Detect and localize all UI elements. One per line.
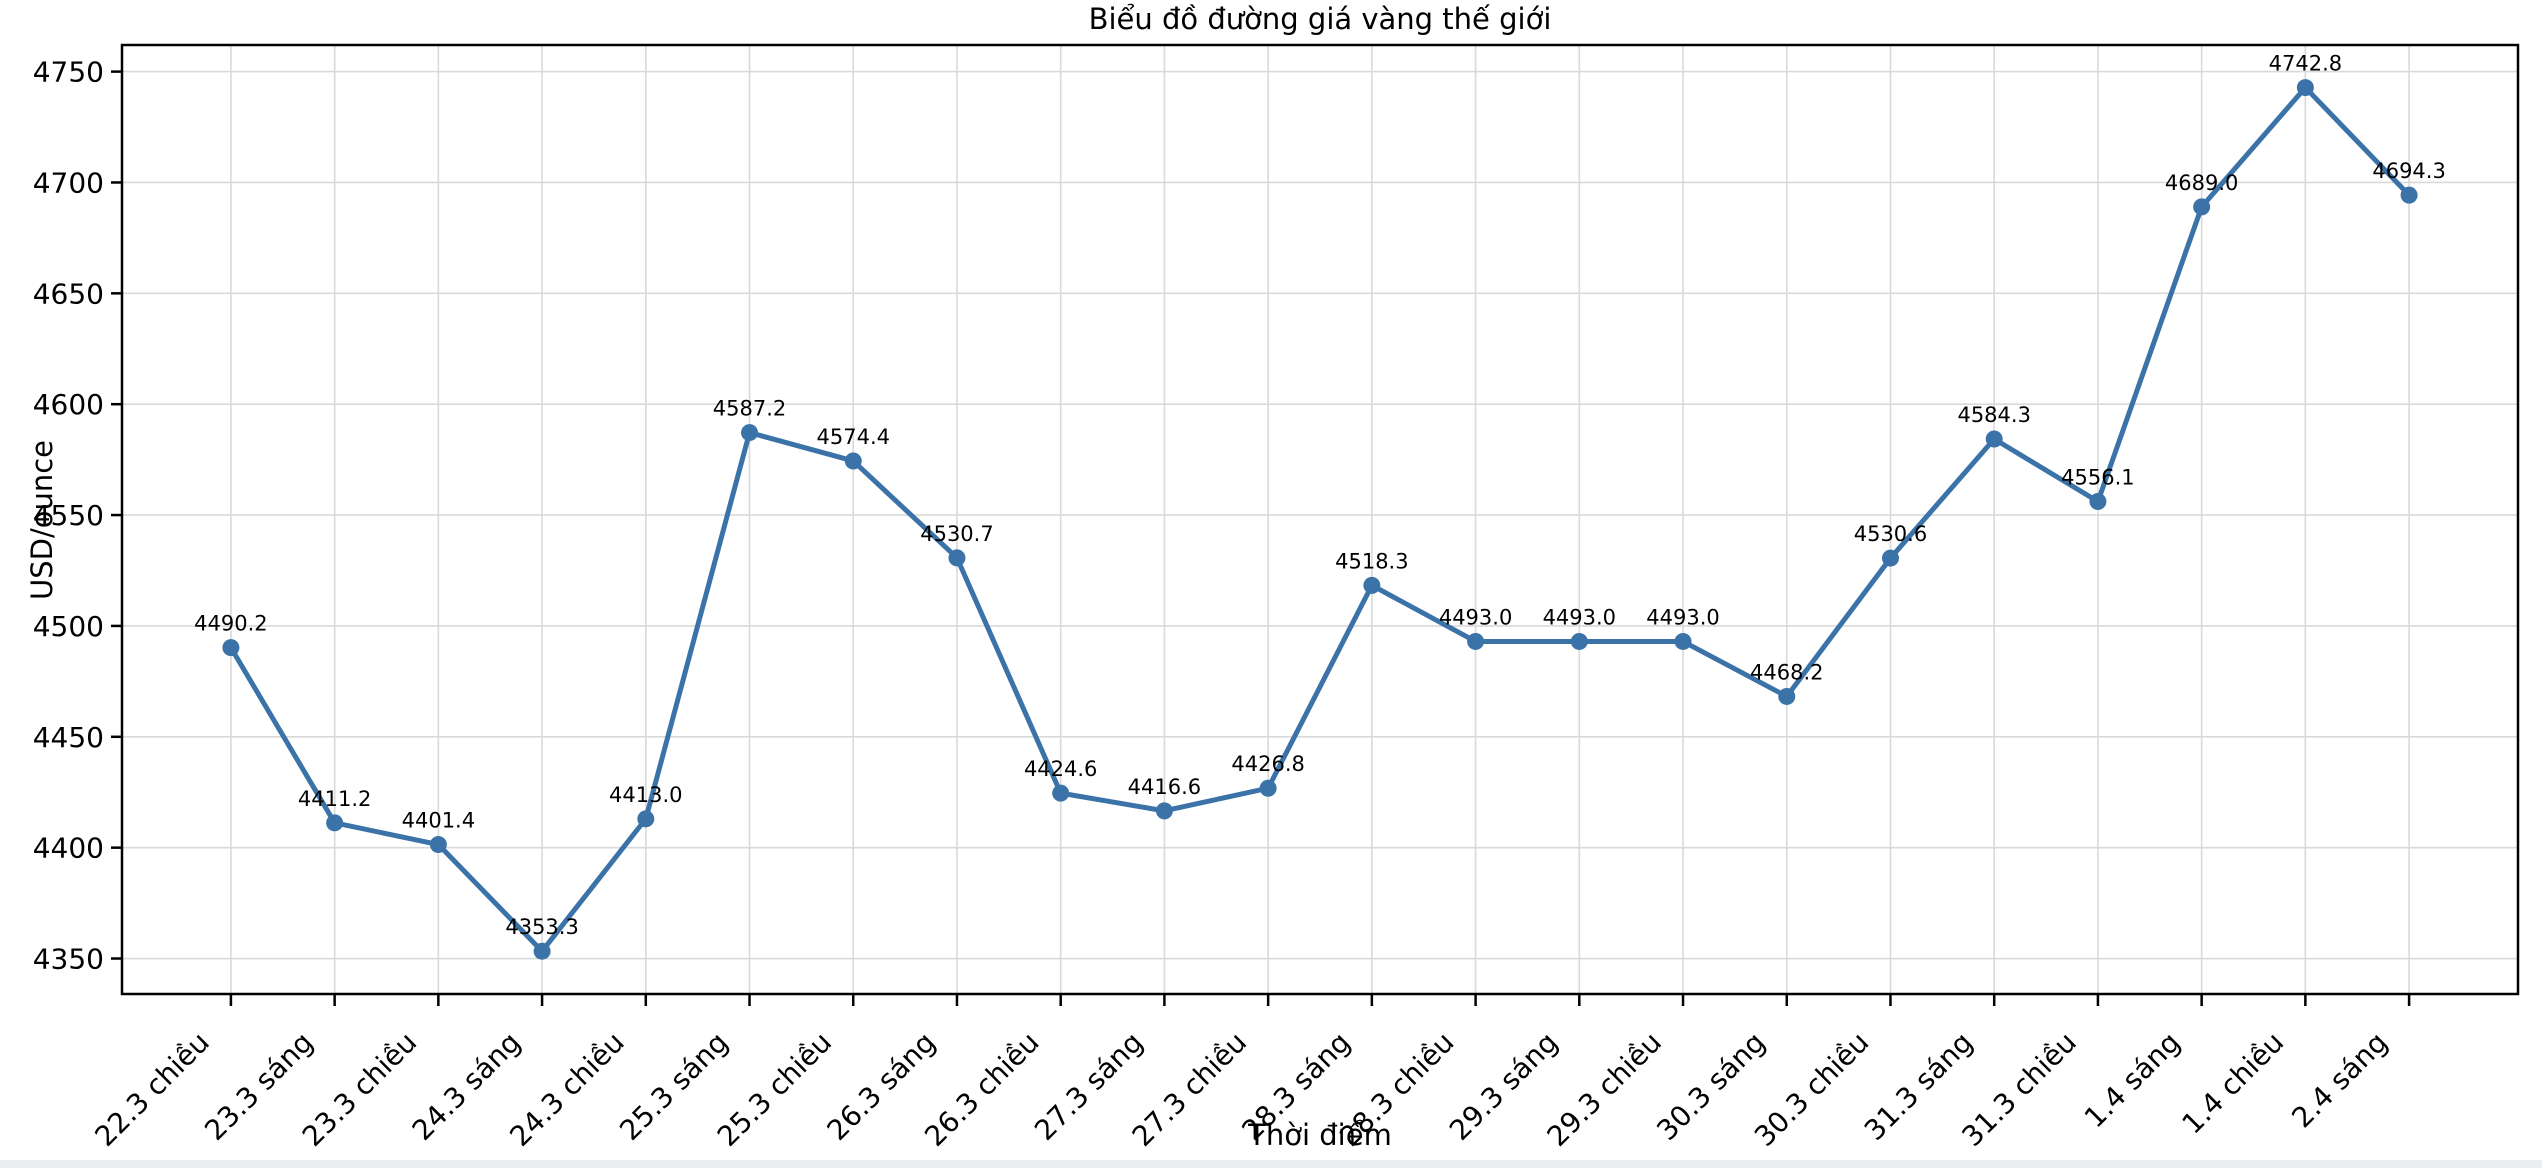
- data-point-2: [429, 836, 447, 854]
- y-tick-label-4600: 4600: [33, 388, 104, 421]
- data-point-19: [2193, 198, 2211, 216]
- data-point-label-9: 4416.6: [1128, 775, 1201, 799]
- chart-title: Biểu đồ đường giá vàng thế giới: [1088, 2, 1552, 36]
- data-point-label-21: 4694.3: [2372, 159, 2445, 183]
- data-point-20: [2296, 79, 2314, 97]
- data-point-label-8: 4424.6: [1024, 757, 1097, 781]
- y-tick-label-4450: 4450: [33, 721, 104, 754]
- y-tick-label-4650: 4650: [33, 277, 104, 310]
- y-tick-label-4350: 4350: [33, 943, 104, 976]
- data-point-0: [222, 639, 240, 657]
- data-point-label-14: 4493.0: [1646, 605, 1719, 629]
- data-point-15: [1778, 687, 1796, 705]
- data-point-21: [2400, 186, 2418, 204]
- data-point-label-20: 4742.8: [2269, 52, 2342, 76]
- data-point-label-18: 4556.1: [2061, 466, 2134, 490]
- data-point-label-13: 4493.0: [1543, 605, 1616, 629]
- data-point-label-15: 4468.2: [1750, 660, 1823, 684]
- price-line: [228, 85, 2412, 954]
- data-point-6: [844, 452, 862, 470]
- data-point-label-2: 4401.4: [402, 809, 475, 833]
- data-point-label-12: 4493.0: [1439, 605, 1512, 629]
- window-edge-strip: [0, 1160, 2542, 1168]
- data-point-label-1: 4411.2: [298, 787, 371, 811]
- data-point-7: [948, 549, 966, 567]
- y-tick-label-4500: 4500: [33, 610, 104, 643]
- data-point-3: [533, 942, 551, 960]
- data-point-label-19: 4689.0: [2165, 171, 2238, 195]
- data-point-9: [1155, 802, 1173, 820]
- plot-border: [120, 43, 2520, 996]
- data-point-label-6: 4574.4: [817, 425, 890, 449]
- data-point-label-0: 4490.2: [194, 612, 267, 636]
- data-point-label-7: 4530.7: [920, 522, 993, 546]
- data-point-label-4: 4413.0: [609, 783, 682, 807]
- data-point-18: [2089, 493, 2107, 511]
- data-point-16: [1881, 549, 1899, 567]
- data-point-label-17: 4584.3: [1957, 403, 2030, 427]
- x-axis-label: Thời điểm: [1248, 1118, 1392, 1152]
- y-tick-label-4700: 4700: [33, 166, 104, 199]
- data-point-17: [1985, 430, 2003, 448]
- data-point-10: [1259, 779, 1277, 797]
- data-point-12: [1467, 632, 1485, 650]
- data-point-label-3: 4353.3: [505, 915, 578, 939]
- data-point-label-16: 4530.6: [1854, 522, 1927, 546]
- data-point-5: [741, 424, 759, 442]
- data-point-14: [1674, 632, 1692, 650]
- data-point-11: [1363, 576, 1381, 594]
- data-point-1: [326, 814, 344, 832]
- y-tick-label-4400: 4400: [33, 832, 104, 865]
- y-tick-label-4550: 4550: [33, 499, 104, 532]
- data-point-8: [1052, 784, 1070, 802]
- data-point-label-5: 4587.2: [713, 397, 786, 421]
- y-tick-label-4750: 4750: [33, 56, 104, 89]
- data-point-13: [1570, 632, 1588, 650]
- data-point-4: [637, 810, 655, 828]
- data-point-label-10: 4426.8: [1231, 752, 1304, 776]
- data-point-label-11: 4518.3: [1335, 549, 1408, 573]
